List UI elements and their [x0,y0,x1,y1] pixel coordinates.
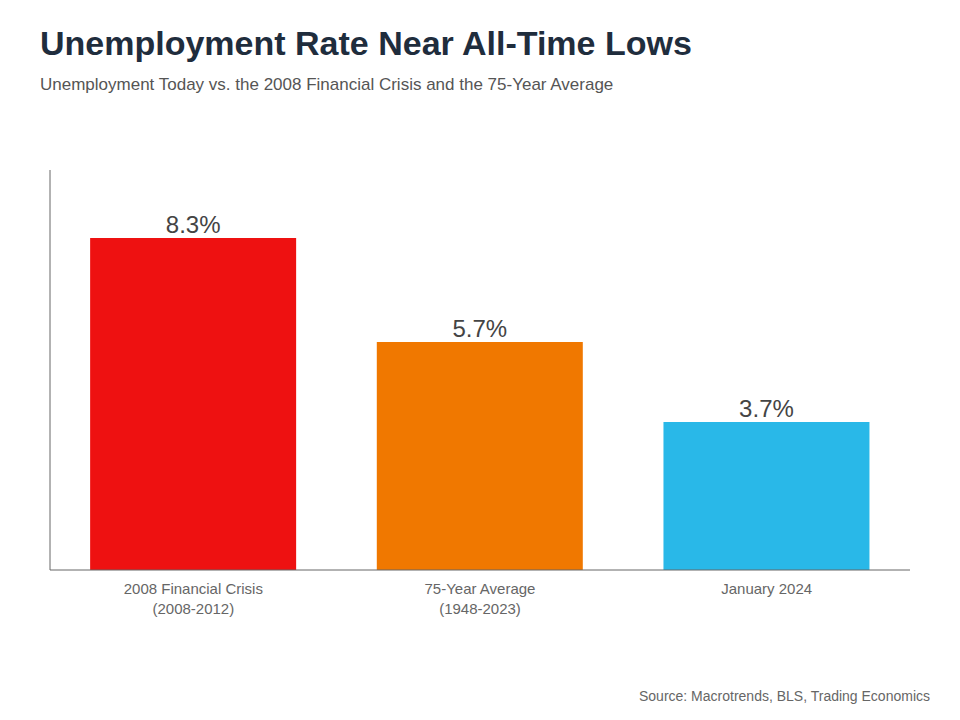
svg-text:January 2024: January 2024 [721,580,812,597]
svg-text:75-Year Average(1948-2023): 75-Year Average(1948-2023) [425,580,536,617]
html-text:Unemployment Today vs. the 200: Unemployment Today vs. the 2008 Financia… [40,75,614,94]
html-text:Unemployment Rate Near All-Tim: Unemployment Rate Near All-Time Lows [40,24,692,62]
svg-text:3.7%: 3.7% [739,395,794,422]
html-text:Source: Macrotrends, BLS, Trad: Source: Macrotrends, BLS, Trading Econom… [639,688,930,704]
svg-text:5.7%: 5.7% [452,315,507,342]
svg-text:8.3%: 8.3% [166,211,221,238]
svg-text:2008 Financial Crisis(2008-201: 2008 Financial Crisis(2008-2012) [124,580,263,617]
